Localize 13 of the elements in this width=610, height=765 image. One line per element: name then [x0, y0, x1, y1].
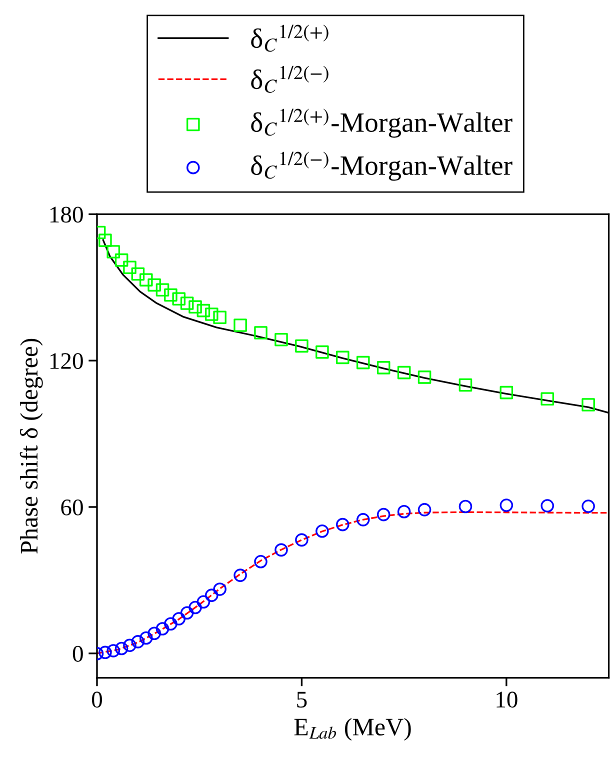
y-axis-title: Phase shift δ (degree) [20, 338, 43, 554]
legend-label: δ$_{C}$$^{1/2(−)}$ [251, 66, 328, 93]
y-tick-label: 0 [72, 646, 83, 662]
x-tick-label: 10 [496, 692, 518, 708]
x-tick-label: 0 [92, 692, 102, 708]
legend-label: δ$_{C}$$^{1/2(+)}$ [251, 24, 328, 52]
y-tick-label: 180 [50, 206, 83, 223]
x-tick-label: 5 [297, 692, 307, 708]
x-axis-title: E$_{Lab}$ (MeV) [294, 718, 411, 741]
legend-label: δ$_{C}$$^{1/2(−)}$-Morgan-Walter [251, 152, 512, 181]
y-tick-label: 60 [61, 499, 83, 516]
y-tick-label: 120 [50, 353, 83, 370]
legend-label: δ$_{C}$$^{1/2(+)}$-Morgan-Walter [251, 108, 512, 138]
